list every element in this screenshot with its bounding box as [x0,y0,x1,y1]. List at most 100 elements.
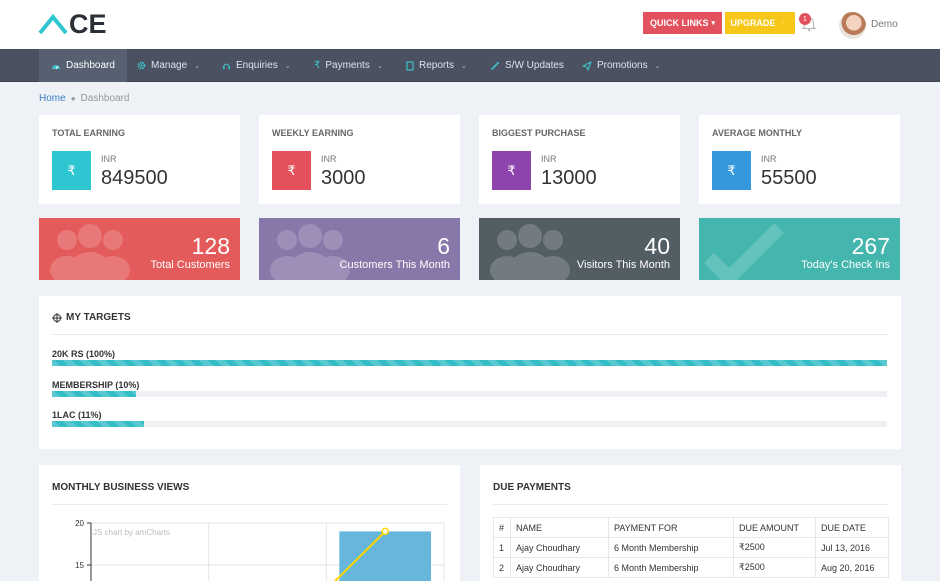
table-row[interactable]: 1 Ajay Choudhary 6 Month Membership ₹250… [493,537,889,558]
table-cell: ₹2500 [733,557,816,578]
nav-label: Manage [151,60,188,71]
due-payments-title: DUE PAYMENTS [493,482,571,493]
quick-links-button[interactable]: QUICK LINKS ▾ [643,12,722,34]
chevron-down-icon: ⌄ [654,62,661,70]
table-cell: Ajay Choudhary [510,557,609,578]
table-row[interactable]: 2 Ajay Choudhary 6 Month Membership ₹250… [493,557,889,578]
stat-card-weekly-earning: WEEKLY EARNING ₹ INR 3000 [259,115,460,204]
nav-label: S/W Updates [505,60,564,71]
target-progress-fill [52,391,136,397]
chevron-down-icon: ⌄ [194,62,201,70]
stat-title: BIGGEST PURCHASE [492,128,586,138]
chevron-down-icon: ⌄ [461,62,467,70]
table-cell: 1 [493,537,511,558]
y-tick-label: 20 [75,519,84,528]
chevron-down-icon: ▾ [711,20,715,27]
nav-label: Reports [419,60,455,71]
tile-visitors-this-month[interactable]: 40 Visitors This Month [479,218,680,280]
stat-title: TOTAL EARNING [52,128,126,138]
main-navbar: Dashboard Manage ⌄ Enquiries ⌄ ₹ Payment… [0,49,940,82]
avatar[interactable] [839,12,866,39]
column-header: PAYMENT FOR [608,517,734,538]
due-payments-panel: DUE PAYMENTS # NAME PAYMENT FOR DUE AMOU… [480,465,901,581]
tile-customers-this-month[interactable]: 6 Customers This Month [259,218,460,280]
column-header: DUE DATE [815,517,889,538]
table-cell: 6 Month Membership [608,557,734,578]
upgrade-button[interactable]: UPGRADE ⚡ [725,12,795,34]
breadcrumb: Home ● Dashboard [39,93,129,104]
nav-item-reports[interactable]: Reports ⌄ [406,49,467,82]
headset-icon [222,63,231,69]
nav-item-payments[interactable]: ₹ Payments ⌄ [314,49,383,82]
target-progress-fill [52,421,144,427]
stat-card-average-monthly: AVERAGE MONTHLY ₹ INR 55500 [699,115,900,204]
target-label: 1LAC (11%) [52,410,102,420]
column-header: DUE AMOUNT [733,517,816,538]
chart-line-segment [333,530,386,581]
stat-title: WEEKLY EARNING [272,128,354,138]
stat-currency: INR [101,154,117,164]
target-progress-track [52,360,887,366]
brand-logo[interactable]: CE [38,10,107,38]
divider [52,504,447,505]
users-icon [270,224,350,280]
due-payments-table: # NAME PAYMENT FOR DUE AMOUNT DUE DATE 1… [493,517,889,578]
tile-label: Total Customers [150,259,230,271]
target-progress-track [52,421,887,427]
nav-label: Promotions [597,60,648,71]
stat-value: 3000 [321,167,366,189]
table-cell: Ajay Choudhary [510,537,609,558]
logo-chevron-icon [38,13,68,35]
chevron-down-icon: ⌄ [376,62,383,70]
stat-value: 849500 [101,167,168,189]
nav-item-enquiries[interactable]: Enquiries ⌄ [222,49,291,82]
chart-credit-text: JS chart by amCharts [93,528,170,537]
breadcrumb-current: Dashboard [80,93,130,104]
table-cell: Aug 20, 2016 [815,557,889,578]
chart-line-point [381,527,389,536]
tile-todays-check-ins[interactable]: 267 Today's Check Ins [699,218,900,280]
chart-bar [339,531,431,581]
rupee-icon: ₹ [314,60,321,71]
breadcrumb-separator-icon: ● [70,94,76,103]
breadcrumb-home-link[interactable]: Home [39,93,66,104]
gear-icon [137,61,146,70]
stat-value: 55500 [761,167,817,189]
tile-number: 128 [191,233,230,259]
nav-item-dashboard[interactable]: Dashboard [39,49,127,82]
column-header: NAME [510,517,609,538]
nav-label: Enquiries [236,60,278,71]
logo-text: CE [69,9,107,39]
nav-item-manage[interactable]: Manage ⌄ [137,49,200,82]
stat-card-total-earning: TOTAL EARNING ₹ INR 849500 [39,115,240,204]
stat-currency: INR [761,154,777,164]
stat-card-biggest-purchase: BIGGEST PURCHASE ₹ INR 13000 [479,115,680,204]
rupee-icon: ₹ [272,151,311,190]
table-cell: 2 [493,557,511,578]
target-progress-track [52,391,887,397]
table-cell: 6 Month Membership [608,537,734,558]
top-header: CE QUICK LINKS ▾ UPGRADE ⚡ 1 Demo [0,0,940,49]
stat-currency: INR [541,154,557,164]
tile-label: Today's Check Ins [801,259,890,271]
column-header: # [493,517,511,538]
monthly-business-panel: MONTHLY BUSINESS VIEWS 20 15 JS chart by a… [39,465,460,581]
tile-label: Visitors This Month [576,259,670,271]
dashboard-icon [52,64,60,69]
nav-item-promotions[interactable]: Promotions ⌄ [582,49,660,82]
table-cell: Jul 13, 2016 [815,537,889,558]
table-cell: ₹2500 [733,537,816,558]
user-name[interactable]: Demo [871,19,898,30]
target-progress-fill [52,360,887,366]
upgrade-label: UPGRADE [730,18,776,28]
nav-item-sw-updates[interactable]: S/W Updates [490,49,564,82]
tile-number: 40 [644,233,670,259]
table-header-row: # NAME PAYMENT FOR DUE AMOUNT DUE DATE [493,517,889,538]
users-icon [490,224,570,280]
nav-label: Dashboard [66,60,115,71]
stat-value: 13000 [541,167,597,189]
tile-total-customers[interactable]: 128 Total Customers [39,218,240,280]
magic-wand-icon [490,61,499,70]
crosshair-icon [52,312,62,323]
target-label: 20K RS (100%) [52,349,116,359]
